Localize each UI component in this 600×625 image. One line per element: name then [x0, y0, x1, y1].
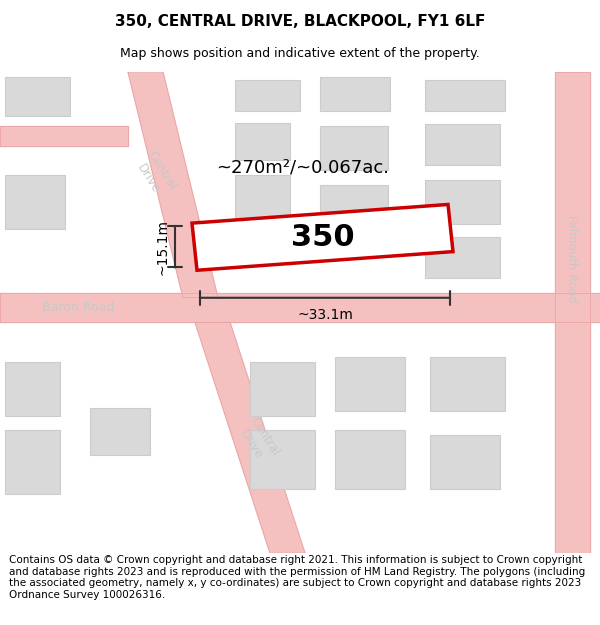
Bar — [425, 180, 500, 224]
Text: 350: 350 — [290, 223, 355, 252]
Bar — [425, 80, 505, 111]
Bar — [250, 431, 315, 489]
Bar — [5, 175, 65, 229]
Bar — [5, 431, 60, 494]
Bar — [235, 175, 290, 219]
Polygon shape — [555, 72, 590, 553]
Bar — [90, 408, 150, 455]
Bar — [430, 435, 500, 489]
Bar — [430, 357, 505, 411]
Polygon shape — [128, 72, 218, 298]
Polygon shape — [0, 293, 600, 322]
Text: Central
Drive: Central Drive — [235, 414, 281, 466]
Polygon shape — [195, 322, 305, 553]
Polygon shape — [0, 126, 128, 146]
Text: Falmouth Road: Falmouth Road — [566, 214, 578, 302]
Text: Baron Road: Baron Road — [42, 301, 114, 314]
Bar — [235, 123, 290, 160]
Text: Contains OS data © Crown copyright and database right 2021. This information is : Contains OS data © Crown copyright and d… — [9, 555, 585, 600]
Bar — [425, 124, 500, 165]
Bar — [320, 126, 388, 170]
Text: ~270m²/~0.067ac.: ~270m²/~0.067ac. — [216, 159, 389, 177]
Text: ~15.1m: ~15.1m — [156, 219, 170, 275]
Bar — [320, 77, 390, 111]
Bar — [5, 362, 60, 416]
Bar — [320, 185, 388, 229]
Bar — [5, 77, 70, 116]
Text: Central
Drive: Central Drive — [131, 149, 178, 201]
Text: ~33.1m: ~33.1m — [297, 308, 353, 322]
Bar — [335, 431, 405, 489]
Bar — [250, 362, 315, 416]
Text: 350, CENTRAL DRIVE, BLACKPOOL, FY1 6LF: 350, CENTRAL DRIVE, BLACKPOOL, FY1 6LF — [115, 14, 485, 29]
Text: Map shows position and indicative extent of the property.: Map shows position and indicative extent… — [120, 48, 480, 61]
Bar — [425, 237, 500, 278]
Polygon shape — [192, 204, 453, 270]
Bar — [335, 357, 405, 411]
Bar — [235, 80, 300, 111]
